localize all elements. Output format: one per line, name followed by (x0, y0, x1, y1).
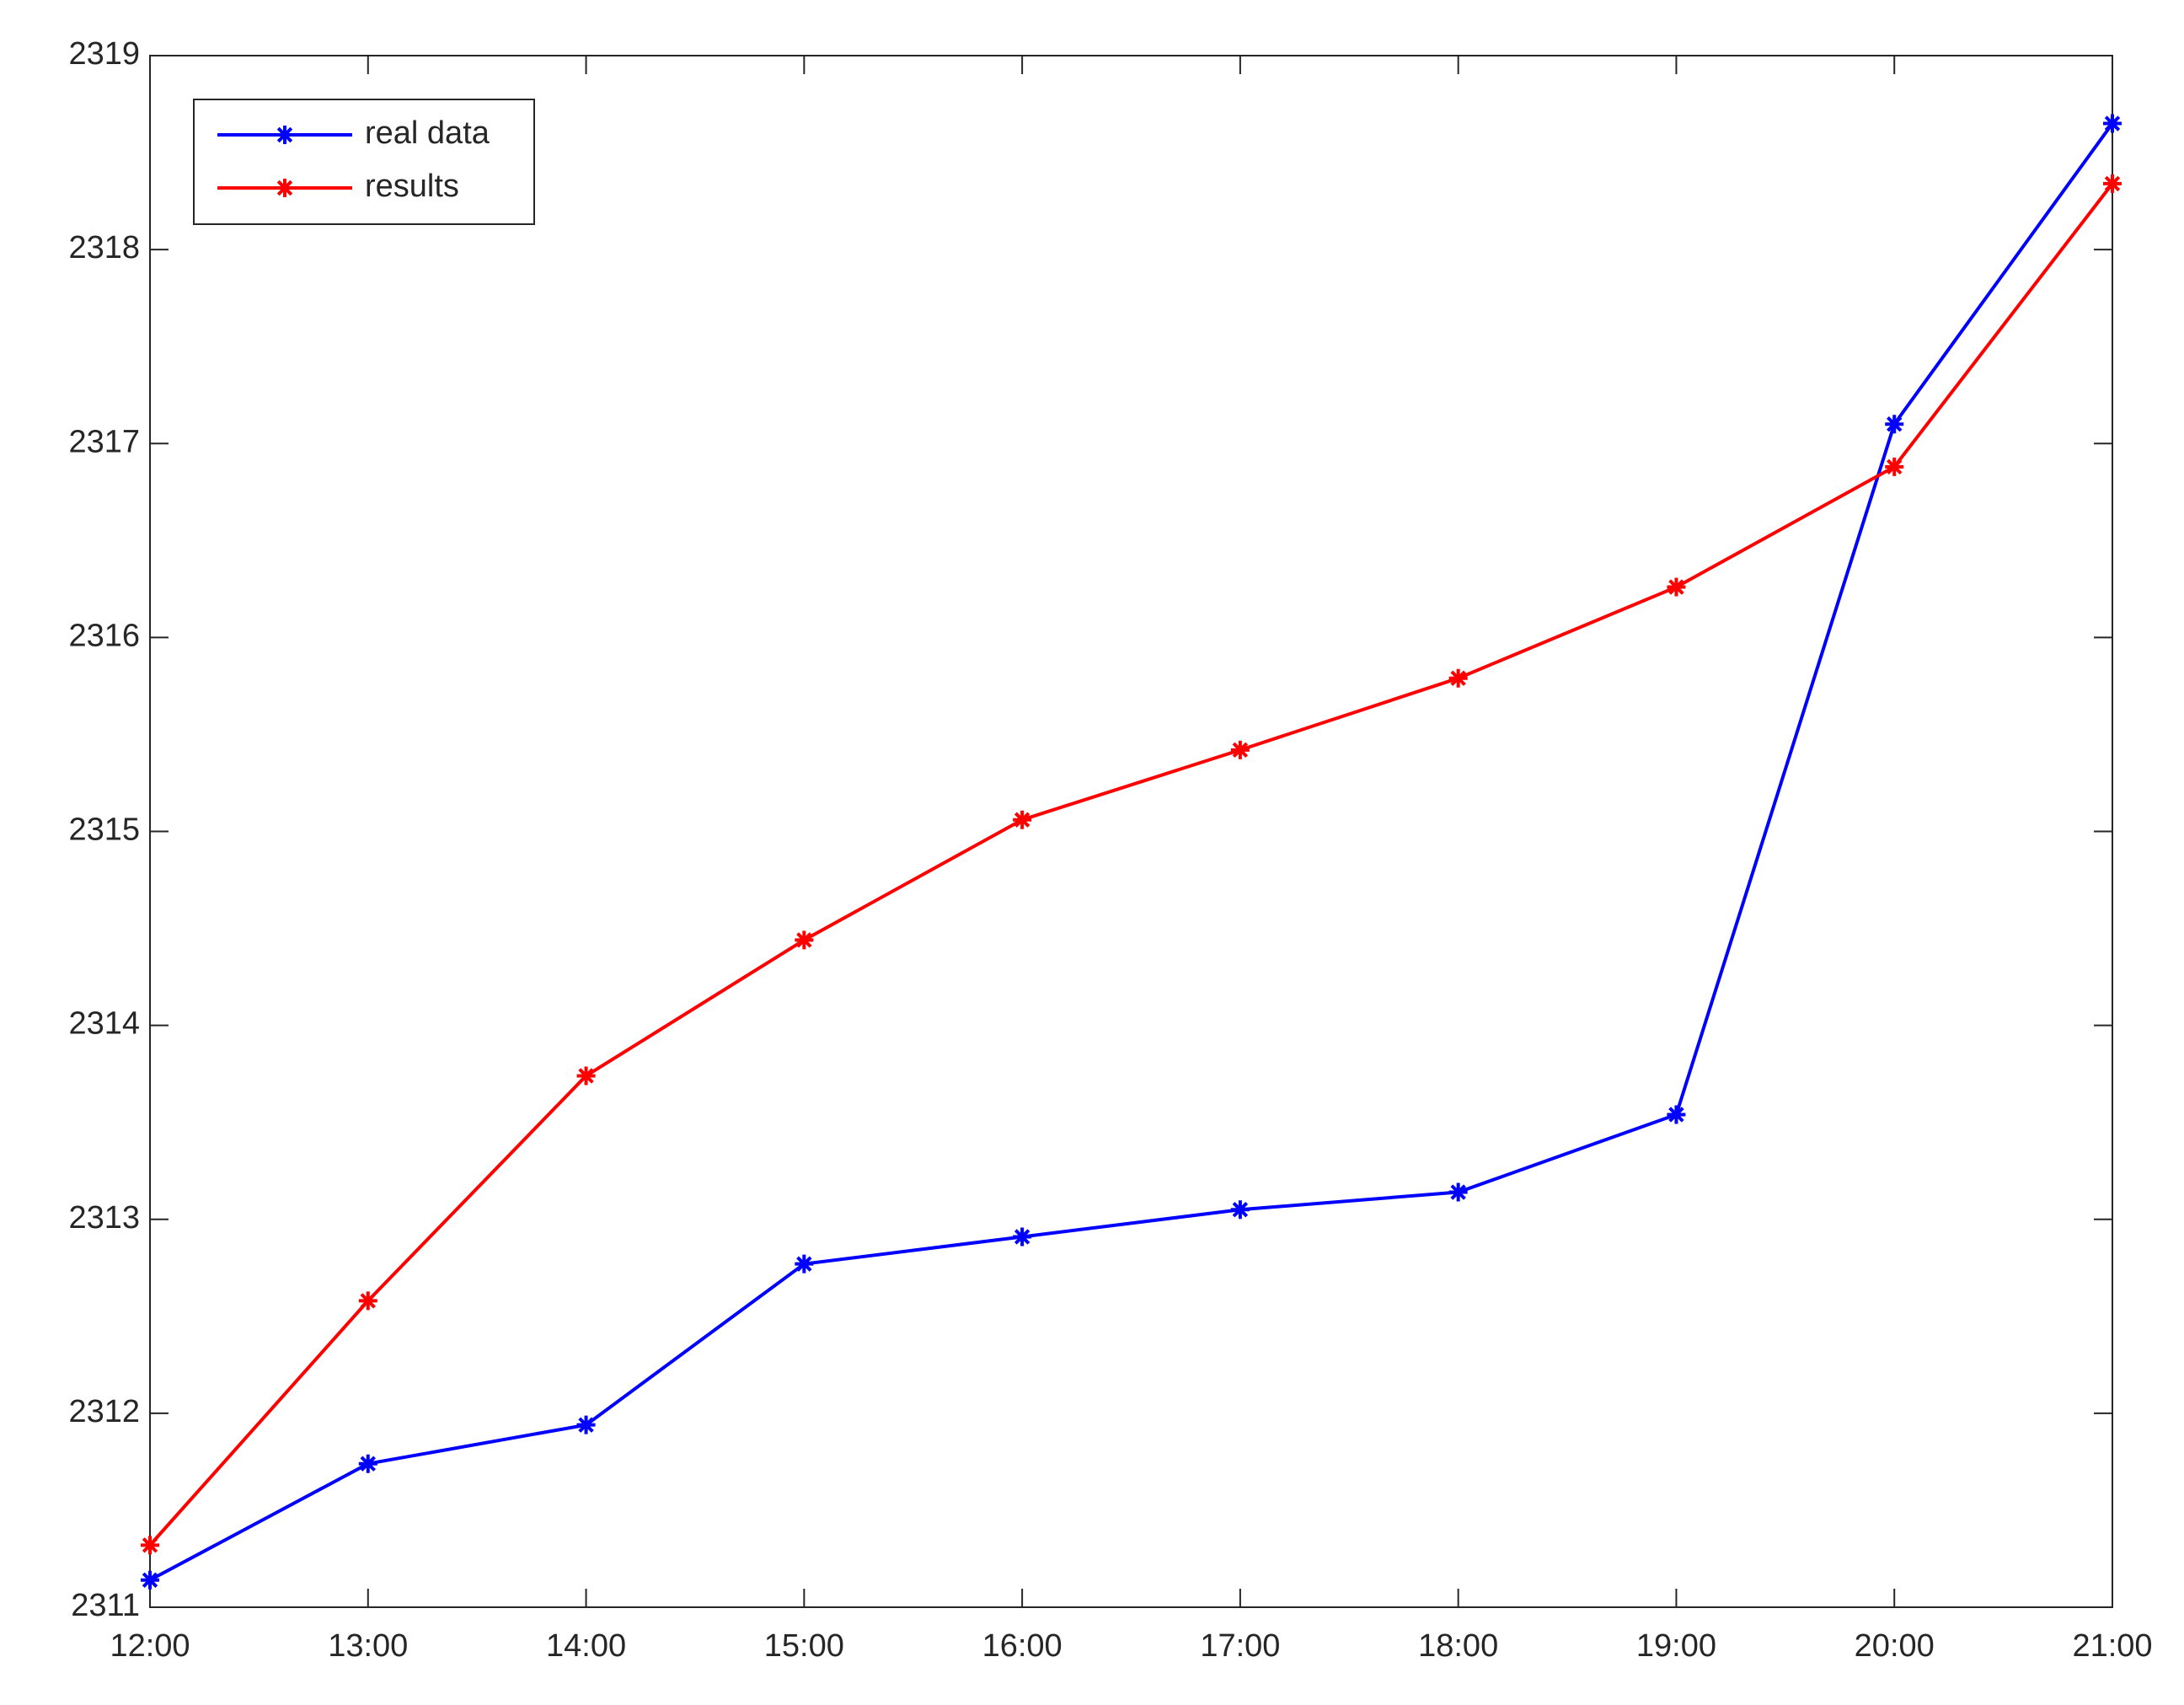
point-marker (1013, 810, 1032, 829)
y-tick-label: 2311 (71, 1588, 140, 1623)
point-marker (358, 1454, 377, 1473)
point-marker (1230, 740, 1250, 759)
series-line (149, 122, 2114, 1582)
point-marker (1013, 1227, 1032, 1247)
x-tick-label: 14:00 (546, 1628, 626, 1664)
point-marker (1885, 457, 1904, 476)
x-tick-label: 21:00 (2072, 1628, 2152, 1664)
x-tick-label: 19:00 (1636, 1628, 1716, 1664)
point-marker (795, 930, 814, 950)
x-tick-label: 17:00 (1200, 1628, 1280, 1664)
legend-marker (276, 179, 294, 197)
point-marker (2103, 174, 2122, 193)
point-marker (358, 1291, 377, 1311)
x-tick-label: 15:00 (764, 1628, 844, 1664)
point-marker (795, 1254, 814, 1273)
y-tick-label: 2313 (68, 1200, 140, 1236)
point-marker (576, 1066, 596, 1086)
x-tick-label: 20:00 (1855, 1628, 1935, 1664)
y-tick-label: 2314 (68, 1006, 140, 1042)
point-marker (141, 1570, 159, 1590)
series-line (148, 182, 2114, 1547)
y-tick-label: 2318 (68, 230, 140, 265)
legend-box (193, 99, 535, 225)
point-marker (141, 1536, 159, 1555)
y-tick-label: 2317 (68, 424, 140, 459)
point-marker (2103, 114, 2122, 133)
x-tick-label: 18:00 (1418, 1628, 1498, 1664)
y-tick-label: 2315 (68, 812, 140, 848)
y-tick-label: 2316 (68, 618, 140, 653)
point-marker (1885, 415, 1904, 434)
x-tick-label: 16:00 (982, 1628, 1063, 1664)
legend: real data results (193, 99, 535, 225)
point-marker (1448, 668, 1468, 688)
legend-label: results (365, 169, 459, 204)
axes-box (149, 55, 2113, 1608)
x-tick-label: 12:00 (110, 1628, 190, 1664)
y-tick-label: 2312 (68, 1394, 140, 1429)
point-marker (1667, 577, 1686, 597)
y-tick-label: 2319 (68, 36, 140, 72)
point-marker (576, 1415, 596, 1434)
legend-label: real data (365, 115, 490, 151)
point-marker (1230, 1200, 1250, 1220)
x-tick-label: 13:00 (328, 1628, 408, 1664)
point-marker (1667, 1105, 1686, 1124)
legend-marker (276, 126, 294, 144)
point-marker (1448, 1182, 1468, 1202)
